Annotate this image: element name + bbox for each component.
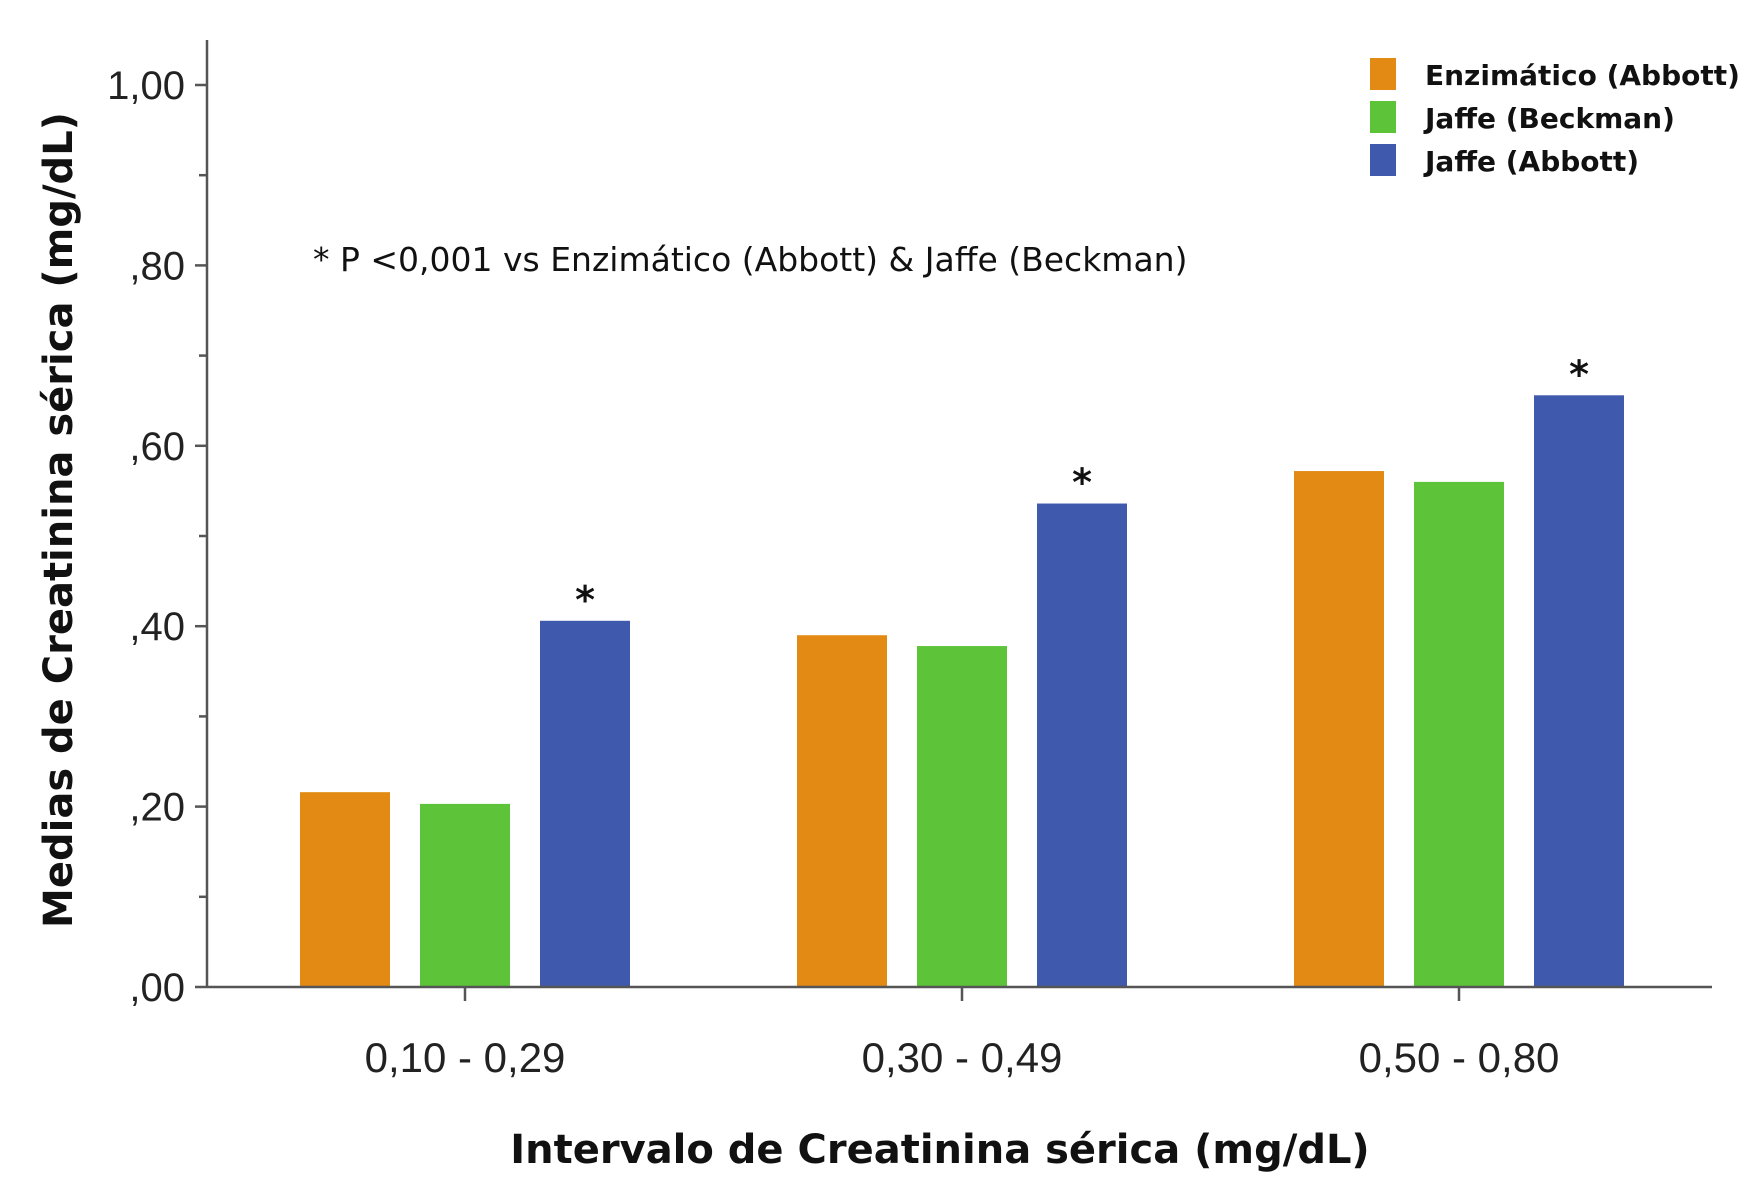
bar xyxy=(300,792,390,987)
significance-star: * xyxy=(1569,352,1589,396)
legend-swatch xyxy=(1370,101,1396,133)
bar xyxy=(1414,481,1504,987)
y-tick-label: ,40 xyxy=(129,605,185,649)
bar xyxy=(540,620,630,987)
bar xyxy=(1037,503,1127,987)
y-tick-label: ,60 xyxy=(129,425,185,469)
x-tick-label: 0,50 - 0,80 xyxy=(1359,1034,1560,1081)
y-axis: ,00 ,20 ,40 ,60 ,80 1,00 xyxy=(107,40,209,1010)
legend-swatch xyxy=(1370,144,1396,176)
x-tick-label: 0,10 - 0,29 xyxy=(365,1034,566,1081)
legend-swatch xyxy=(1370,58,1396,90)
x-axis-title: Intervalo de Creatinina sérica (mg/dL) xyxy=(510,1127,1369,1173)
significance-star: * xyxy=(1072,461,1092,505)
legend-label: Jaffe (Abbott) xyxy=(1423,145,1639,178)
y-tick-label: ,00 xyxy=(129,966,185,1010)
bar xyxy=(797,635,887,987)
legend: Enzimático (Abbott) Jaffe (Beckman) Jaffe … xyxy=(1370,58,1740,178)
y-axis-title: Medias de Creatinina sérica (mg/dL) xyxy=(36,112,82,928)
bars-group xyxy=(300,395,1624,988)
significance-star: * xyxy=(575,578,595,622)
significance-markers: * * * xyxy=(575,352,1589,622)
y-tick-label: 1,00 xyxy=(107,64,185,108)
significance-annotation: * P <0,001 vs Enzimático (Abbott) & Jaff… xyxy=(313,240,1187,279)
bar xyxy=(1294,471,1384,987)
legend-label: Enzimático (Abbott) xyxy=(1425,59,1740,92)
legend-label: Jaffe (Beckman) xyxy=(1423,102,1675,135)
bar xyxy=(1534,395,1624,988)
y-tick-label: ,80 xyxy=(129,244,185,288)
bar xyxy=(420,803,510,987)
bar xyxy=(917,646,1007,987)
x-axis: 0,10 - 0,29 0,30 - 0,49 0,50 - 0,80 xyxy=(207,985,1712,1081)
x-tick-label: 0,30 - 0,49 xyxy=(862,1034,1063,1081)
y-tick-label: ,20 xyxy=(129,786,185,830)
